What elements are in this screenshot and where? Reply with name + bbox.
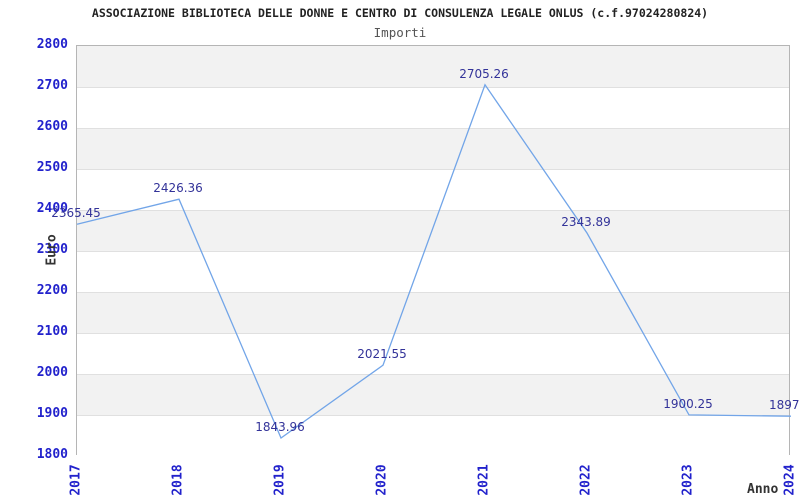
grid-band bbox=[77, 251, 789, 292]
grid-band bbox=[77, 128, 789, 169]
grid-band bbox=[77, 210, 789, 251]
grid-band bbox=[77, 333, 789, 374]
y-axis-label: Euro bbox=[44, 234, 60, 266]
data-point-label: 2365.45 bbox=[51, 206, 101, 221]
x-tick-label: 2020 bbox=[374, 464, 390, 496]
y-tick-label: 1800 bbox=[36, 447, 68, 462]
y-tick-label: 2400 bbox=[36, 201, 68, 216]
y-tick-label: 2700 bbox=[36, 78, 68, 93]
data-point-label: 1843.96 bbox=[255, 419, 305, 434]
chart-title: ASSOCIAZIONE BIBLIOTECA DELLE DONNE E CE… bbox=[91, 6, 709, 20]
y-tick-label: 2100 bbox=[36, 324, 68, 339]
data-point-label: 2426.36 bbox=[153, 181, 203, 196]
x-tick-label: 2021 bbox=[476, 464, 492, 496]
x-axis-label: Anno bbox=[747, 482, 779, 497]
grid-band bbox=[77, 292, 789, 333]
y-tick-label: 2200 bbox=[36, 283, 68, 298]
y-tick-label: 2000 bbox=[36, 365, 68, 380]
series-polyline bbox=[76, 83, 792, 439]
y-tick-label: 2500 bbox=[36, 160, 68, 175]
y-tick-label: 2800 bbox=[36, 37, 68, 52]
x-tick-label: 2017 bbox=[68, 464, 84, 496]
chart-subtitle: Importi bbox=[373, 25, 427, 40]
x-tick-label: 2018 bbox=[170, 464, 186, 496]
x-tick-label: 2022 bbox=[578, 464, 594, 496]
data-point-label: 2705.26 bbox=[459, 66, 509, 81]
grid-band bbox=[77, 169, 789, 210]
data-point-label: 1900.25 bbox=[663, 396, 713, 411]
x-tick-label: 2019 bbox=[272, 464, 288, 496]
x-tick-label: 2024 bbox=[782, 464, 798, 496]
grid-band bbox=[77, 87, 789, 128]
grid-band bbox=[77, 415, 789, 456]
grid-band bbox=[77, 46, 789, 87]
data-point-label: 2343.89 bbox=[561, 215, 611, 229]
y-tick-label: 2300 bbox=[36, 242, 68, 257]
data-point-label: 1897.1 bbox=[769, 398, 800, 413]
x-tick-label: 2023 bbox=[680, 464, 696, 496]
plot-area bbox=[76, 45, 792, 456]
data-point-label: 2021.55 bbox=[357, 347, 407, 362]
y-tick-label: 2600 bbox=[36, 119, 68, 134]
line-series bbox=[76, 83, 792, 439]
y-tick-label: 1900 bbox=[36, 406, 68, 421]
